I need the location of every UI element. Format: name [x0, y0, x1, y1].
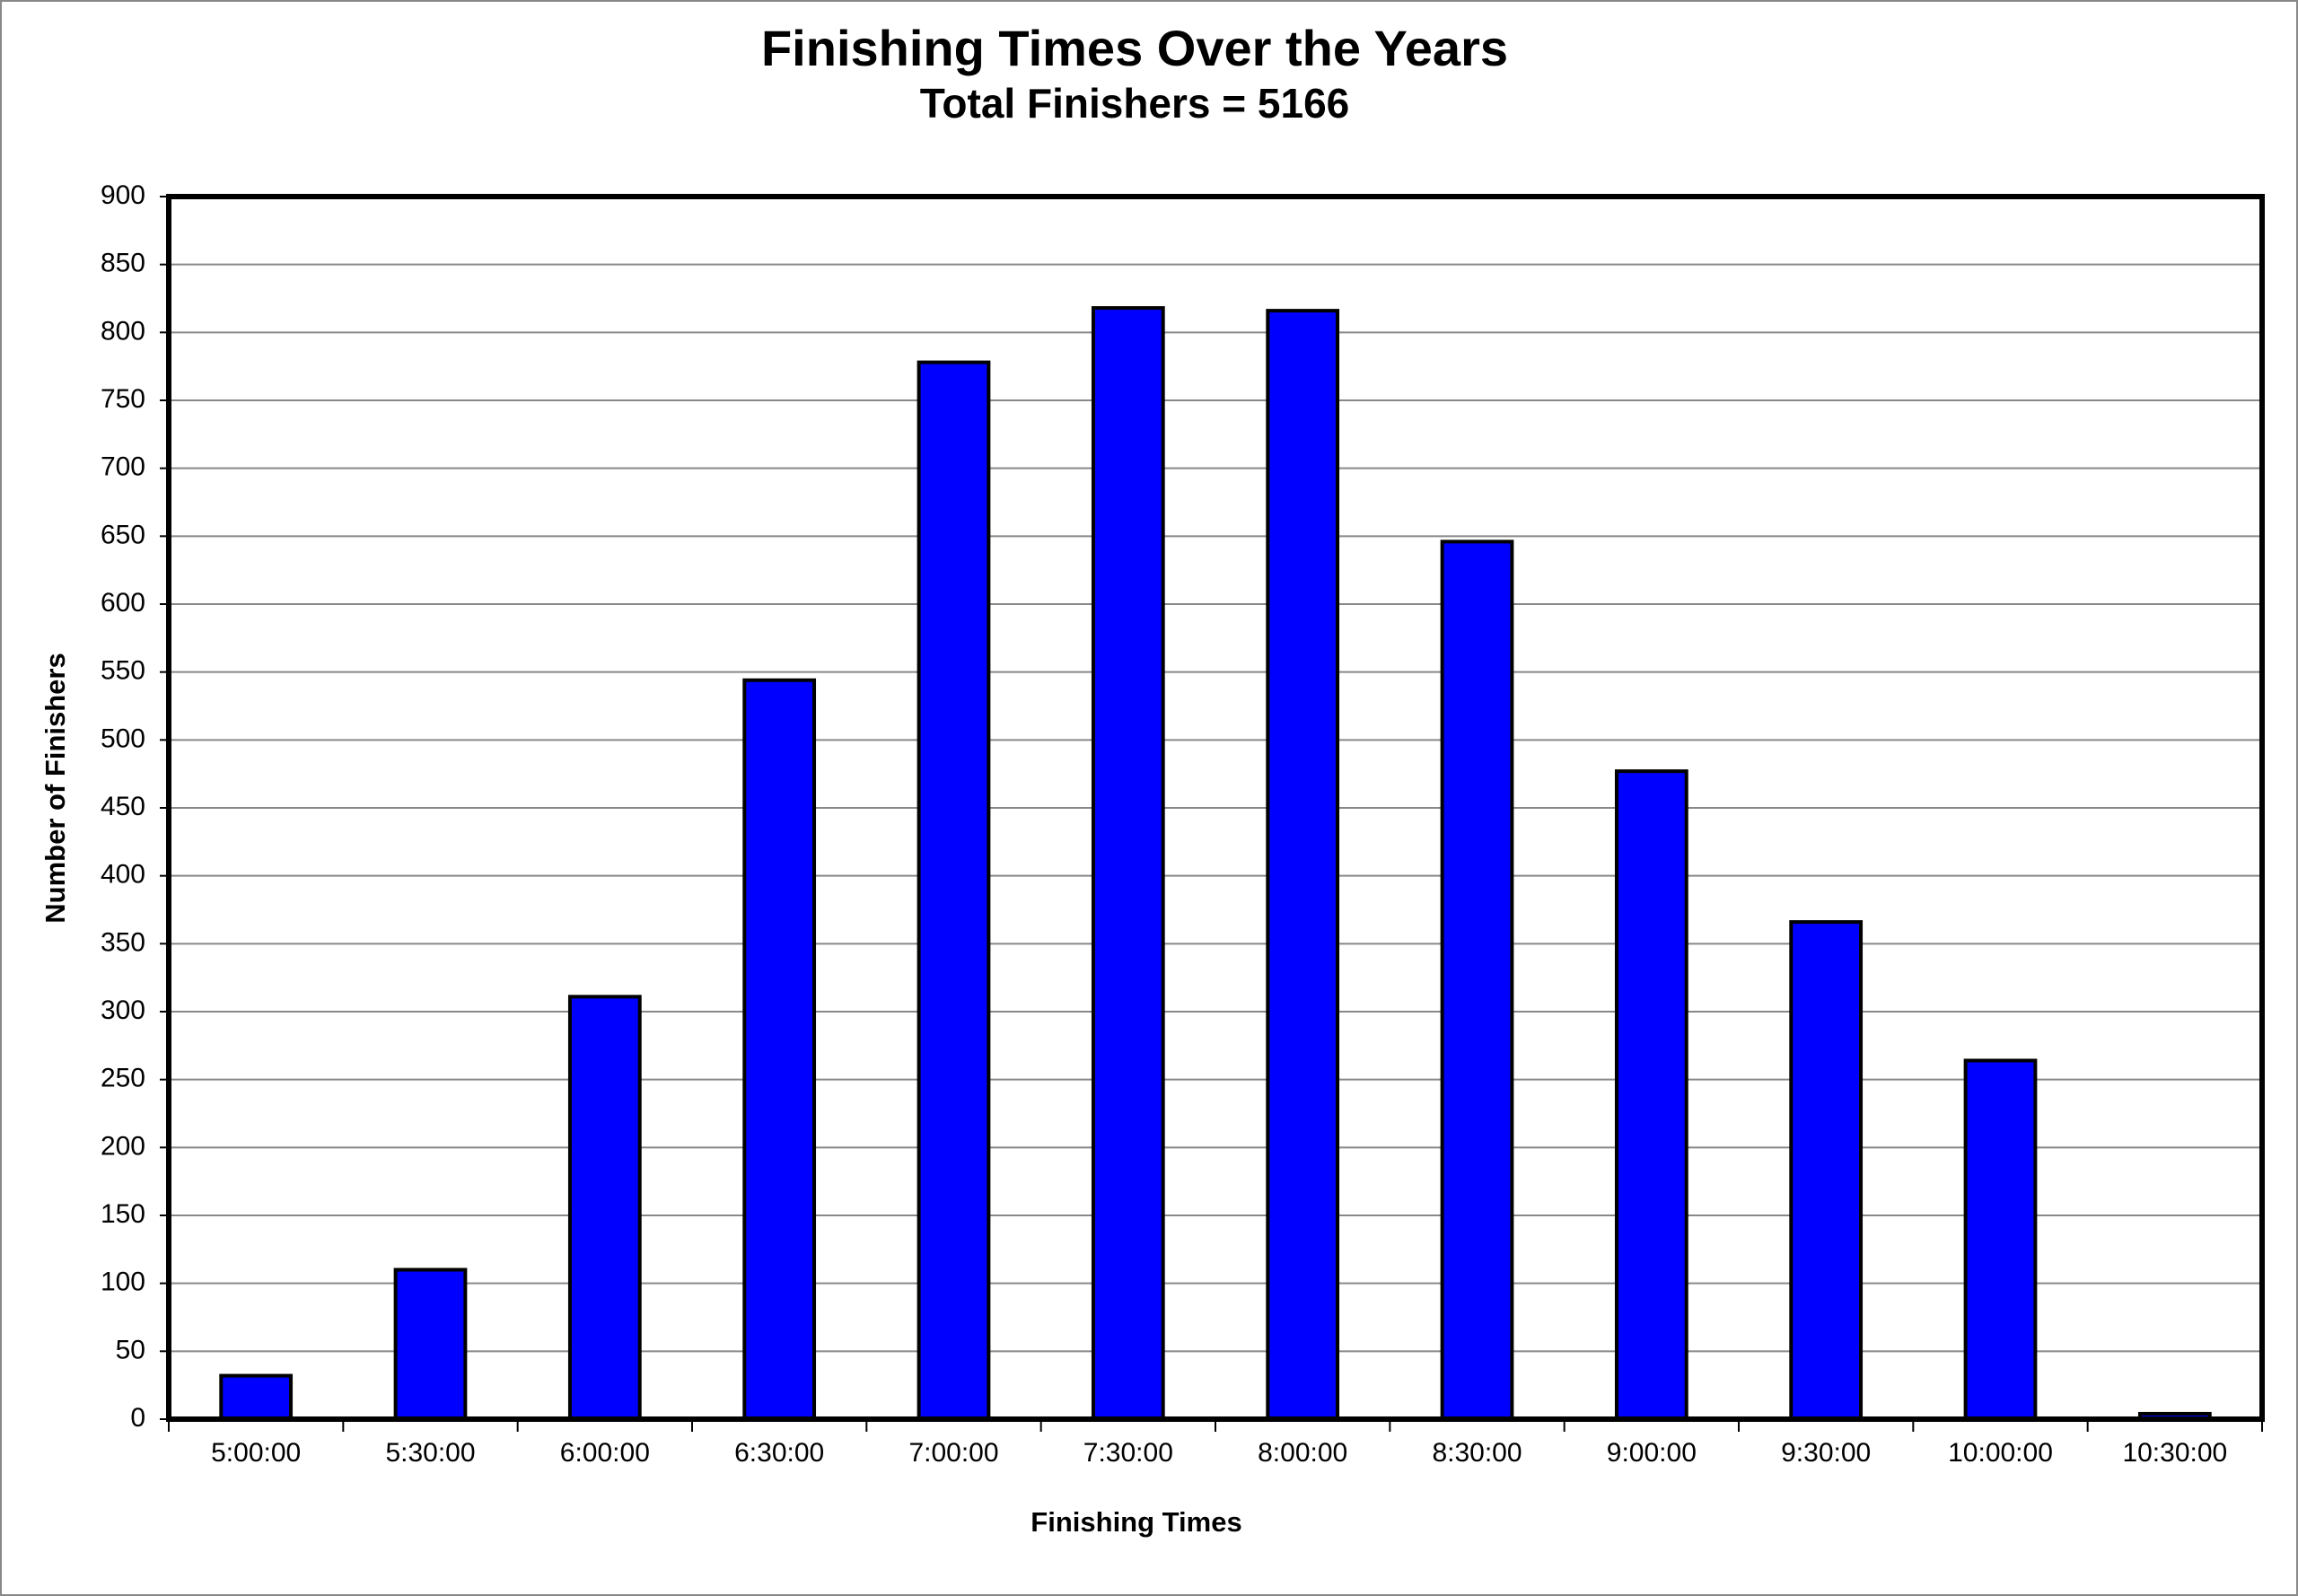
- y-tick-label: 200: [101, 1131, 145, 1161]
- bar: [1266, 309, 1340, 1421]
- y-axis-title: Number of Finishers: [39, 653, 71, 923]
- x-tick-label: 5:00:00: [211, 1438, 301, 1468]
- bar: [1963, 1058, 2038, 1421]
- y-tick-label: 400: [101, 860, 145, 890]
- y-tick-label: 550: [101, 656, 145, 686]
- x-tick-label: 8:00:00: [1258, 1438, 1347, 1468]
- y-tick-label: 500: [101, 723, 145, 753]
- chart-subtitle: Total Finishers = 5166: [920, 80, 1350, 127]
- y-tick-label: 250: [101, 1064, 145, 1093]
- chart-title: Finishing Times Over the Years: [761, 20, 1508, 76]
- x-tick-label: 10:30:00: [2122, 1438, 2227, 1468]
- y-tick-label: 650: [101, 520, 145, 549]
- y-tick-label: 900: [101, 180, 145, 210]
- y-tick-label: 50: [116, 1335, 145, 1364]
- bar: [917, 360, 991, 1421]
- x-axis-title: Finishing Times: [1031, 1506, 1241, 1538]
- x-tick-label: 8:30:00: [1432, 1438, 1522, 1468]
- y-tick-label: 300: [101, 995, 145, 1025]
- bar: [1091, 306, 1165, 1421]
- y-tick-label: 750: [101, 384, 145, 414]
- bar: [567, 995, 642, 1422]
- x-tick-label: 6:30:00: [734, 1438, 824, 1468]
- bar: [1789, 920, 1864, 1421]
- y-tick-label: 150: [101, 1199, 145, 1229]
- x-tick-label: 5:30:00: [385, 1438, 475, 1468]
- x-tick-label: 6:00:00: [560, 1438, 650, 1468]
- bar: [219, 1373, 294, 1422]
- y-tick-label: 350: [101, 927, 145, 957]
- x-tick-label: 9:30:00: [1781, 1438, 1871, 1468]
- bar: [393, 1267, 468, 1421]
- y-tick-label: 450: [101, 792, 145, 821]
- y-tick-label: 100: [101, 1267, 145, 1297]
- bar: [1614, 769, 1688, 1421]
- y-tick-label: 850: [101, 249, 145, 278]
- plot-frame: [166, 194, 2265, 1422]
- bar: [742, 678, 817, 1421]
- x-tick-label: 7:30:00: [1083, 1438, 1173, 1468]
- x-tick-label: 7:00:00: [908, 1438, 998, 1468]
- y-tick-label: 700: [101, 452, 145, 482]
- bar: [1440, 539, 1514, 1421]
- x-tick-label: 9:00:00: [1607, 1438, 1697, 1468]
- x-tick-label: 10:00:00: [1948, 1438, 2053, 1468]
- y-tick-label: 800: [101, 316, 145, 346]
- y-tick-label: 600: [101, 588, 145, 618]
- y-tick-label: 0: [130, 1403, 145, 1433]
